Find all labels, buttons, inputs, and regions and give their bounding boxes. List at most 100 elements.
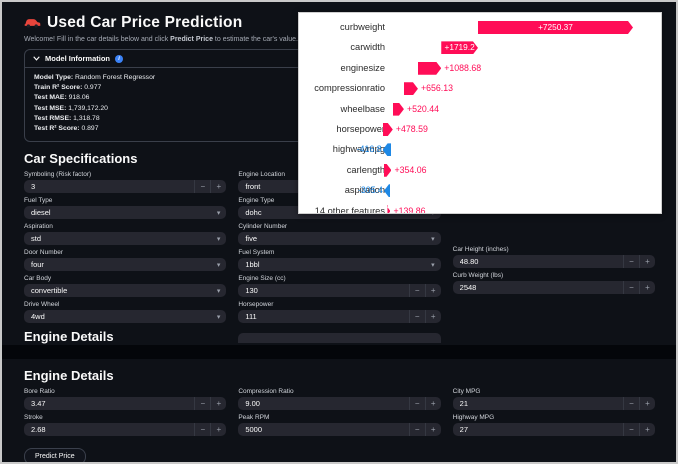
- number-input[interactable]: 2548 − +: [452, 281, 655, 295]
- model-info-value: 918.06: [68, 94, 90, 102]
- bar-value-label: -416.8: [356, 144, 382, 155]
- section-heading-engine-details-cut: Engine Details: [24, 329, 114, 345]
- engine-details-cut-row: Engine Details: [24, 329, 655, 344]
- form-field: Car Height (inches) 48.80 − +: [452, 246, 655, 269]
- input-fragment: [238, 333, 441, 344]
- number-input[interactable]: 130 − +: [238, 284, 441, 298]
- number-value: 9.00: [245, 399, 260, 409]
- chart-category-label: wheelbase: [340, 103, 385, 114]
- decrement-button[interactable]: −: [622, 281, 639, 295]
- field-label: Symboling (Risk factor): [24, 171, 92, 179]
- increment-button[interactable]: +: [210, 423, 226, 437]
- decrement-button[interactable]: −: [408, 284, 425, 298]
- increment-button[interactable]: +: [638, 255, 655, 269]
- number-input[interactable]: 9.00 − +: [238, 397, 441, 411]
- form-field: Stroke 2.68 − +: [24, 414, 227, 437]
- model-info-label: Test MSE:: [34, 104, 67, 112]
- decrement-button[interactable]: −: [194, 397, 210, 411]
- select-value: convertible: [31, 286, 68, 296]
- car-specs-column-3: Car Height (inches) 48.80− + Curb Weight (l…: [452, 171, 655, 327]
- select-value: 1bbl: [245, 260, 260, 270]
- page-header: Used Car Price Prediction: [24, 14, 655, 32]
- screenshot-seam: [2, 345, 676, 360]
- chevron-down-icon: ▾: [431, 261, 435, 269]
- caption-text: to estimate the car's value.: [212, 36, 298, 43]
- model-info-label: Test MAE:: [34, 94, 67, 102]
- number-input[interactable]: 3.47 − +: [24, 397, 227, 411]
- selectbox[interactable]: diesel ▾: [24, 206, 227, 220]
- decrement-button[interactable]: −: [194, 180, 210, 194]
- engine-details-column-1: Bore Ratio 3.47 − + Stroke 2.68 − +: [24, 388, 227, 440]
- increment-button[interactable]: +: [638, 397, 655, 411]
- shap-bar: [393, 103, 404, 116]
- page-title: Used Car Price Prediction: [47, 14, 243, 31]
- field-label: Engine Type: [238, 197, 275, 205]
- increment-button[interactable]: +: [424, 310, 441, 324]
- model-info-content: Model Type: Random Forest Regressor Train…: [25, 68, 654, 141]
- field-label: Door Number: [24, 249, 64, 257]
- decrement-button[interactable]: −: [408, 397, 425, 411]
- chevron-down-icon: [33, 56, 40, 61]
- stepper-buttons: − +: [622, 255, 655, 269]
- number-input[interactable]: 2.68 − +: [24, 423, 227, 437]
- chart-category-label: horsepower: [336, 124, 385, 134]
- number-input[interactable]: 48.80 − +: [452, 255, 655, 269]
- stepper-buttons: − +: [194, 397, 226, 411]
- field-label: Fuel Type: [24, 197, 53, 205]
- increment-button[interactable]: +: [424, 397, 441, 411]
- model-info-value: 0.897: [81, 124, 99, 132]
- stepper-buttons: − +: [622, 397, 655, 411]
- increment-button[interactable]: +: [424, 423, 441, 437]
- stepper-buttons: − +: [408, 284, 441, 298]
- car-icon: [24, 17, 41, 29]
- chevron-down-icon: ▾: [216, 209, 221, 217]
- selectbox[interactable]: 4wd ▾: [24, 310, 227, 324]
- selectbox[interactable]: 1bbl ▾: [238, 258, 441, 272]
- decrement-button[interactable]: −: [194, 423, 210, 437]
- field-label: City MPG: [452, 388, 481, 396]
- bar-value-label: +1088.68: [444, 62, 482, 73]
- expander-title: Model Information: [45, 54, 110, 63]
- number-input[interactable]: 5000 − +: [238, 423, 441, 437]
- shap-bar: [441, 41, 478, 54]
- increment-button[interactable]: +: [638, 281, 655, 295]
- model-info-value: Random Forest Regressor: [75, 74, 156, 81]
- model-info-line: Train R² Score: 0.977: [34, 83, 645, 93]
- decrement-button[interactable]: −: [408, 310, 425, 324]
- predict-price-button[interactable]: Predict Price: [24, 448, 86, 462]
- form-field: Aspiration std ▾: [24, 223, 227, 246]
- increment-button[interactable]: +: [210, 397, 226, 411]
- model-info-line: Test R² Score: 0.897: [34, 124, 645, 134]
- shap-bar: [383, 184, 391, 198]
- decrement-button[interactable]: −: [622, 423, 639, 437]
- field-label: Fuel System: [238, 249, 275, 257]
- field-label: Stroke: [24, 414, 43, 422]
- field-label: Highway MPG: [452, 414, 495, 422]
- increment-button[interactable]: +: [210, 180, 226, 194]
- decrement-button[interactable]: −: [622, 397, 639, 411]
- chevron-down-icon: ▾: [216, 261, 221, 269]
- number-value: 48.80: [459, 257, 479, 267]
- decrement-button[interactable]: −: [622, 255, 639, 269]
- shap-waterfall-chart: curbweight +7250.37 carwidth +1719.2 engines…: [298, 12, 662, 214]
- decrement-button[interactable]: −: [408, 423, 425, 437]
- increment-button[interactable]: +: [638, 423, 655, 437]
- selectbox[interactable]: five ▾: [238, 232, 441, 246]
- number-input[interactable]: 3 − +: [24, 180, 227, 194]
- form-field: Horsepower 111 − +: [238, 301, 441, 324]
- section-heading-car-specifications: Car Specifications: [24, 151, 138, 167]
- select-value: four: [31, 260, 44, 270]
- model-info-value: 1,318.78: [73, 114, 100, 122]
- selectbox[interactable]: convertible ▾: [24, 284, 227, 298]
- model-info-label: Model Type:: [34, 74, 74, 81]
- number-input[interactable]: 27 − +: [452, 423, 655, 437]
- form-field: Car Body convertible ▾: [24, 275, 227, 298]
- form-field: Bore Ratio 3.47 − +: [24, 388, 227, 411]
- shap-bar: [418, 62, 441, 75]
- selectbox[interactable]: std ▾: [24, 232, 227, 246]
- number-input[interactable]: 21 − +: [452, 397, 655, 411]
- stepper-buttons: − +: [194, 180, 226, 194]
- selectbox[interactable]: four ▾: [24, 258, 227, 272]
- number-input[interactable]: 111 − +: [238, 310, 441, 324]
- increment-button[interactable]: +: [424, 284, 441, 298]
